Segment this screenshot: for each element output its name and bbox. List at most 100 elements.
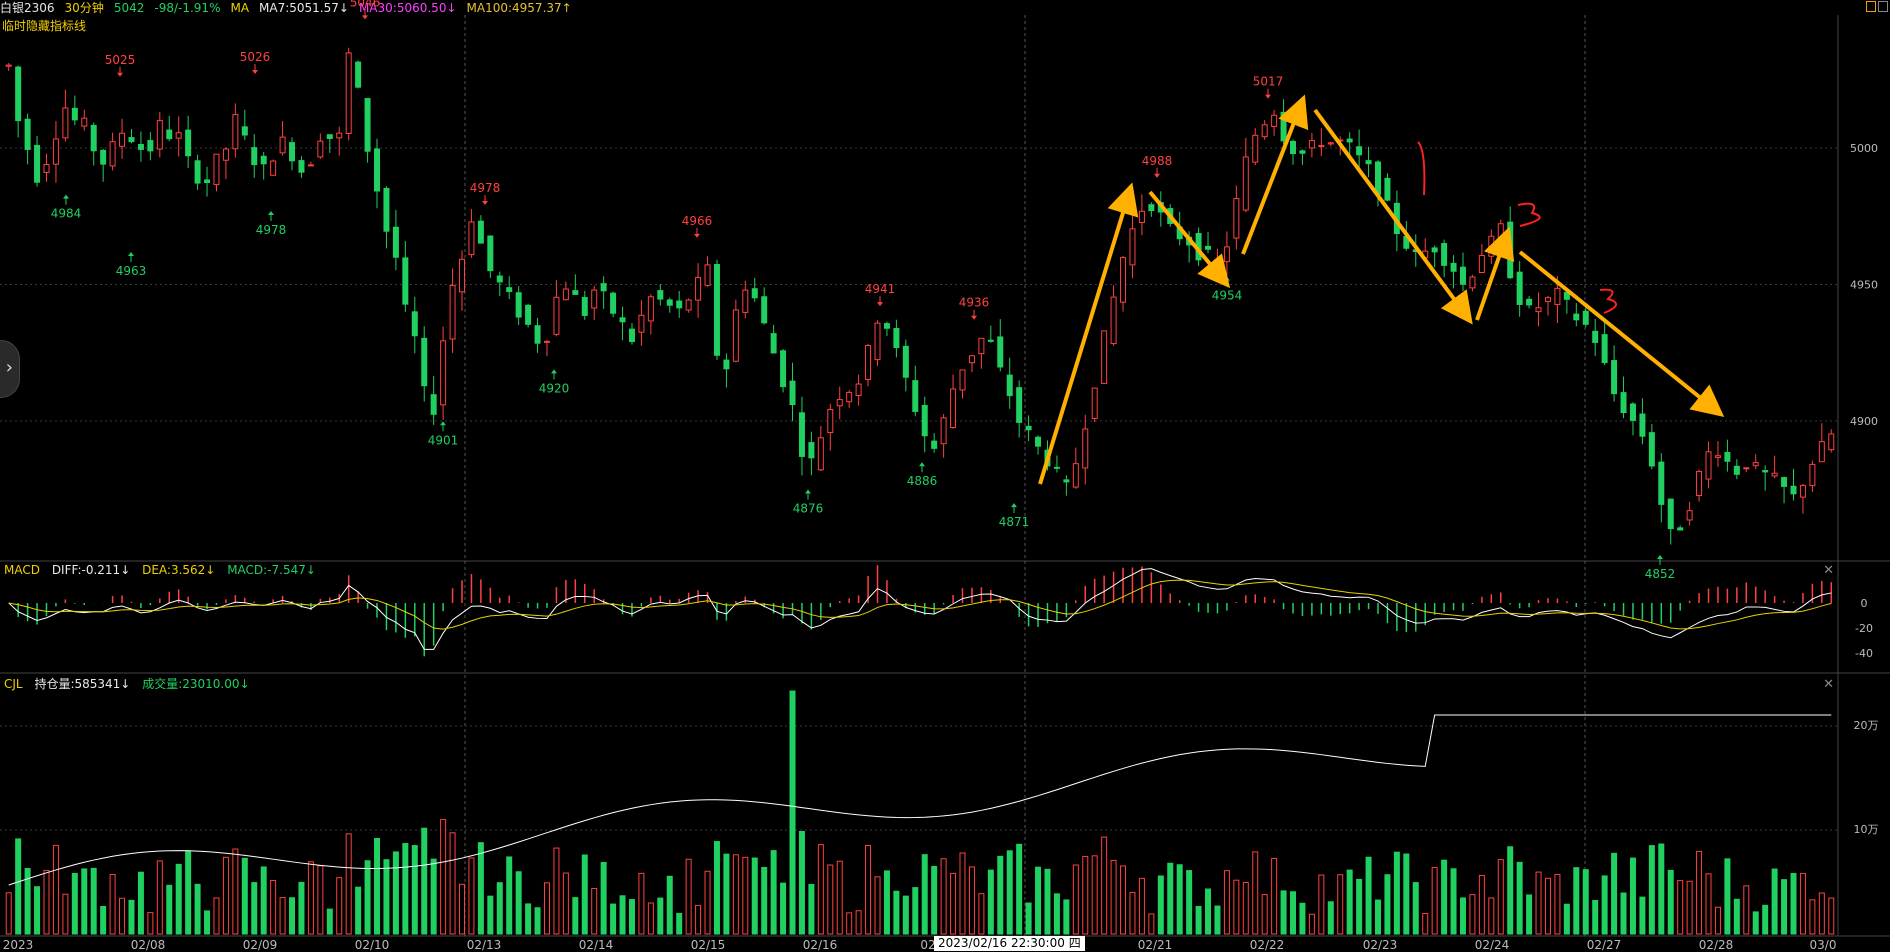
date-label: 03/0 xyxy=(1810,938,1837,952)
period-selector[interactable]: 30分钟 xyxy=(64,1,104,15)
candle-up xyxy=(855,383,862,397)
candle-up xyxy=(1686,510,1693,521)
high-label: 5046 xyxy=(350,0,381,9)
volume-bar xyxy=(1743,885,1750,935)
candle-up xyxy=(543,340,550,343)
candle-up xyxy=(1828,433,1835,451)
volume-bar xyxy=(317,865,324,935)
high-arrow xyxy=(252,70,258,75)
volume-bar xyxy=(1799,872,1806,935)
candle-up xyxy=(1129,228,1136,266)
volume-bar xyxy=(798,830,805,935)
volume-bar xyxy=(723,853,730,935)
candle-down xyxy=(24,118,31,150)
volume-bar xyxy=(836,860,843,935)
volume-bar xyxy=(704,870,711,935)
volume-bar xyxy=(855,910,862,935)
cjl-close-icon[interactable]: ✕ xyxy=(1823,677,1834,692)
candle-down xyxy=(1611,360,1618,395)
macd-menu[interactable]: MACD xyxy=(4,563,40,577)
volume-bar xyxy=(1724,858,1731,935)
candle-down xyxy=(1016,387,1023,423)
ma-selector[interactable]: MA xyxy=(230,0,250,15)
volume-bar xyxy=(1195,905,1202,935)
lock-icon[interactable] xyxy=(1866,1,1876,12)
volume-bar xyxy=(232,848,239,935)
volume-bar xyxy=(1667,869,1674,935)
date-label: 02/28 xyxy=(1699,938,1734,952)
candle-down xyxy=(1299,150,1306,154)
volume-bar xyxy=(241,857,248,935)
volume-bar xyxy=(902,895,909,935)
open-interest-line xyxy=(8,714,1832,886)
candle-up xyxy=(1818,441,1825,463)
candle-down xyxy=(525,304,532,325)
candle-up xyxy=(647,296,654,322)
high-label: 4966 xyxy=(682,214,713,228)
candle-down xyxy=(487,235,494,272)
volume-bar xyxy=(477,842,484,935)
volume-bar xyxy=(487,895,494,935)
volume-bar xyxy=(1488,897,1495,935)
volume-bar xyxy=(71,872,78,935)
cjl-menu[interactable]: CJL xyxy=(4,677,23,691)
restore-icon[interactable] xyxy=(1878,1,1888,12)
volume-bar xyxy=(591,887,598,935)
volume-bar xyxy=(525,903,532,935)
candle-down xyxy=(1450,262,1457,272)
volume-bar xyxy=(893,890,900,935)
low-label: 4978 xyxy=(256,223,287,237)
volume-bar xyxy=(81,868,88,935)
contract-name[interactable]: 白银2306 xyxy=(0,1,55,15)
macd-diff-line xyxy=(8,568,1832,650)
volume-bar xyxy=(1082,855,1089,935)
trend-arrow xyxy=(1518,250,1725,418)
macd-close-icon[interactable]: ✕ xyxy=(1823,563,1834,578)
candle-down xyxy=(1677,527,1684,531)
candle-up xyxy=(336,132,343,139)
candle-up xyxy=(695,277,702,301)
candle-down xyxy=(1601,334,1608,364)
candle-up xyxy=(1318,145,1325,148)
candle-down xyxy=(194,160,201,184)
candle-down xyxy=(600,283,607,292)
candle-down xyxy=(1573,313,1580,321)
volume-bar xyxy=(1006,850,1013,935)
candle-up xyxy=(317,140,324,158)
volume-bar xyxy=(1762,904,1769,935)
volume-bar xyxy=(1271,857,1278,935)
candle-up xyxy=(1705,451,1712,480)
volume-bar xyxy=(345,833,352,935)
volume-bar xyxy=(657,897,664,935)
candle-down xyxy=(392,226,399,258)
candle-down xyxy=(1592,330,1599,343)
high-label: 4941 xyxy=(865,282,896,296)
candle-up xyxy=(1082,428,1089,469)
candle-up xyxy=(1696,470,1703,497)
volume-bar xyxy=(978,893,985,935)
hide-indicator-lines-button[interactable]: 临时隐藏指标线 xyxy=(2,19,87,33)
volume-bar xyxy=(1620,892,1627,935)
candle-down xyxy=(1365,160,1372,165)
volume-bar xyxy=(1601,875,1608,935)
volume-bar xyxy=(638,872,645,935)
volume-bar xyxy=(1658,843,1665,935)
volume-bar xyxy=(1497,859,1504,935)
volume-bar xyxy=(307,861,314,935)
volume-bar xyxy=(553,847,560,935)
high-arrow xyxy=(482,201,488,206)
candle-up xyxy=(449,284,456,340)
candle-up xyxy=(279,136,286,154)
candle-down xyxy=(100,149,107,165)
low-label: 4852 xyxy=(1645,567,1676,581)
volume-bar xyxy=(1308,913,1315,935)
candle-down xyxy=(166,129,173,140)
candle-up xyxy=(156,120,163,150)
crosshair-date-label: 2023/02/16 22:30:00 四 xyxy=(934,936,1085,951)
candle-up xyxy=(817,437,824,471)
volume-bar xyxy=(619,895,626,935)
candle-up xyxy=(1072,463,1079,488)
candle-up xyxy=(1091,387,1098,419)
volume-bar xyxy=(1535,871,1542,935)
